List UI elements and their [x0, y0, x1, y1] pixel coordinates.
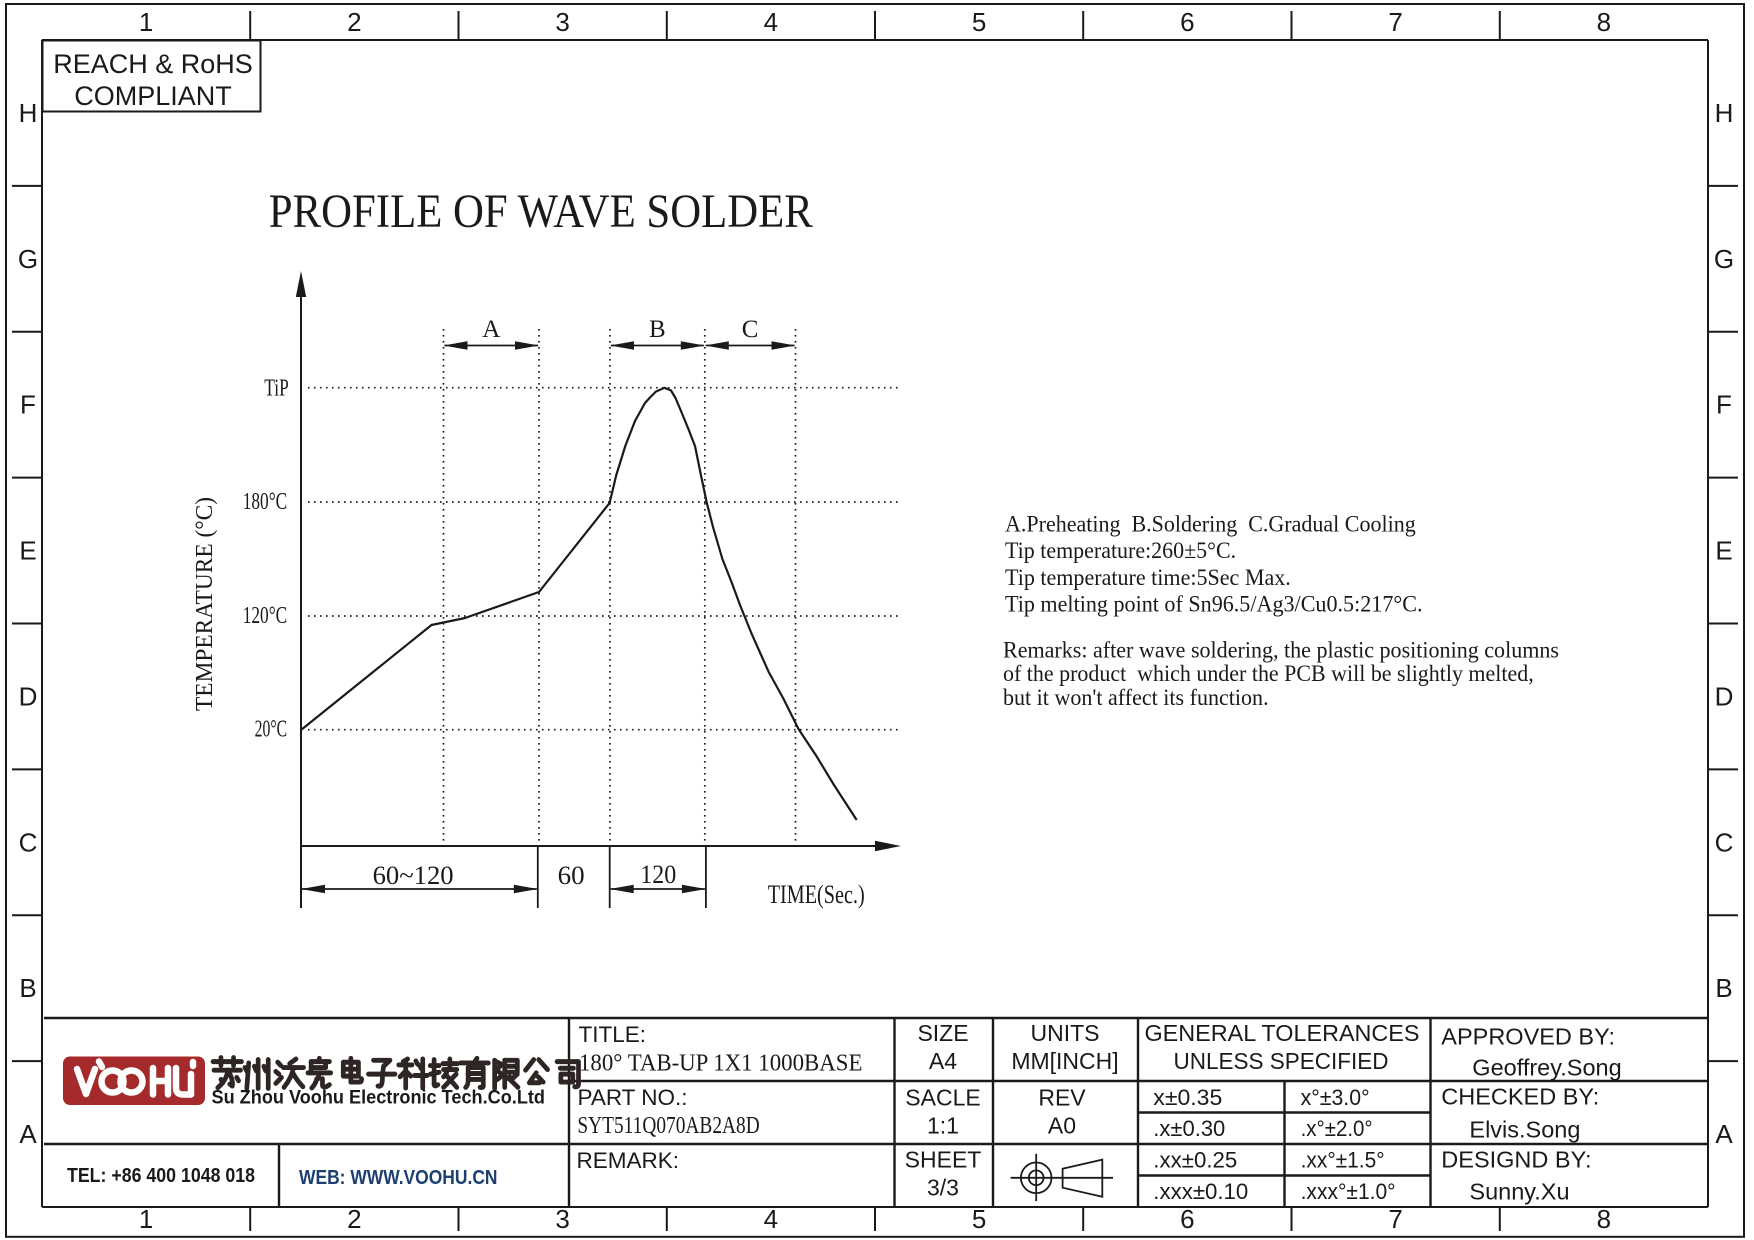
svg-text:F: F	[20, 390, 36, 420]
svg-text:SHEET: SHEET	[905, 1147, 982, 1173]
svg-text:REV: REV	[1038, 1085, 1086, 1111]
svg-text:D: D	[19, 681, 38, 711]
svg-text:TEL: +86 400 1048 018: TEL: +86 400 1048 018	[67, 1165, 255, 1187]
svg-text:A0: A0	[1048, 1113, 1076, 1139]
svg-text:Geoffrey.Song: Geoffrey.Song	[1472, 1055, 1621, 1081]
svg-text:A: A	[19, 1119, 37, 1149]
svg-text:Tip temperature time:5Sec Max.: Tip temperature time:5Sec Max.	[1005, 565, 1291, 591]
svg-text:TEMPERATURE (°C): TEMPERATURE (°C)	[192, 497, 218, 711]
svg-text:A4: A4	[929, 1048, 957, 1074]
svg-text:E: E	[1715, 536, 1732, 566]
svg-text:E: E	[19, 536, 36, 566]
svg-text:x°±3.0°: x°±3.0°	[1301, 1085, 1370, 1110]
svg-text:.xx±0.25: .xx±0.25	[1153, 1148, 1237, 1173]
svg-text:TIME(Sec.): TIME(Sec.)	[768, 880, 865, 909]
svg-text:8: 8	[1597, 7, 1611, 37]
svg-text:.xxx±0.10: .xxx±0.10	[1153, 1179, 1248, 1204]
svg-text:60: 60	[558, 861, 585, 890]
svg-text:.x°±2.0°: .x°±2.0°	[1301, 1116, 1373, 1141]
svg-text:REACH & RoHS: REACH & RoHS	[53, 49, 253, 79]
svg-text:120: 120	[640, 860, 676, 889]
svg-text:3: 3	[555, 7, 569, 37]
svg-text:UNLESS SPECIFIED: UNLESS SPECIFIED	[1174, 1048, 1389, 1074]
svg-text:TiP: TiP	[264, 376, 289, 402]
svg-text:8: 8	[1597, 1204, 1611, 1234]
svg-text:1: 1	[139, 7, 153, 37]
svg-text:D: D	[1715, 681, 1734, 711]
svg-text:.x±0.30: .x±0.30	[1153, 1116, 1225, 1141]
svg-text:PROFILE OF WAVE SOLDER: PROFILE OF WAVE SOLDER	[269, 185, 813, 238]
svg-text:4: 4	[764, 7, 778, 37]
svg-text:3: 3	[555, 1204, 569, 1234]
svg-text:A.Preheating B.Soldering C.G: A.Preheating B.Soldering C.Gradual Cooli…	[1005, 512, 1416, 538]
svg-text:Tip temperature:260±5°C.: Tip temperature:260±5°C.	[1005, 538, 1236, 564]
svg-text:5: 5	[972, 1204, 986, 1234]
svg-text:C: C	[742, 316, 759, 343]
svg-text:MM[INCH]: MM[INCH]	[1011, 1048, 1118, 1074]
svg-text:SIZE: SIZE	[917, 1020, 968, 1046]
svg-text:1:1: 1:1	[927, 1113, 959, 1139]
svg-text:6: 6	[1180, 1204, 1194, 1234]
svg-text:COMPLIANT: COMPLIANT	[74, 81, 232, 111]
svg-text:DESIGND BY:: DESIGND BY:	[1441, 1146, 1591, 1172]
svg-text:B: B	[1715, 973, 1732, 1003]
svg-text:Tip melting point of Sn96.5/Ag: Tip melting point of Sn96.5/Ag3/Cu0.5:21…	[1005, 591, 1423, 617]
svg-text:APPROVED BY:: APPROVED BY:	[1441, 1024, 1615, 1050]
svg-text:2: 2	[347, 1204, 361, 1234]
svg-text:TITLE:: TITLE:	[579, 1022, 647, 1047]
svg-text:3/3: 3/3	[927, 1175, 959, 1201]
svg-text:180°C: 180°C	[243, 489, 288, 515]
svg-text:.xx°±1.5°: .xx°±1.5°	[1301, 1148, 1385, 1173]
svg-text:B: B	[19, 973, 36, 1003]
svg-text:2: 2	[347, 7, 361, 37]
svg-text:of the product which under th: of the product which under the PCB will …	[1003, 661, 1534, 687]
svg-text:120°C: 120°C	[243, 603, 288, 629]
svg-text:SACLE: SACLE	[905, 1085, 980, 1111]
svg-text:Sunny.Xu: Sunny.Xu	[1469, 1178, 1569, 1204]
svg-text:B: B	[649, 316, 666, 343]
svg-text:PART NO.:: PART NO.:	[578, 1085, 688, 1110]
svg-text:5: 5	[972, 7, 986, 37]
svg-text:H: H	[1715, 98, 1734, 128]
svg-text:UNITS: UNITS	[1031, 1020, 1100, 1046]
svg-text:.xxx°±1.0°: .xxx°±1.0°	[1301, 1179, 1396, 1204]
svg-text:but it won't affect its functi: but it won't affect its function.	[1003, 685, 1269, 711]
svg-text:6: 6	[1180, 7, 1194, 37]
svg-text:x±0.35: x±0.35	[1153, 1085, 1222, 1110]
svg-text:G: G	[1714, 244, 1734, 274]
svg-text:WEB: WWW.VOOHU.CN: WEB: WWW.VOOHU.CN	[299, 1167, 498, 1189]
svg-text:7: 7	[1388, 7, 1402, 37]
svg-text:F: F	[1716, 390, 1732, 420]
svg-text:60~120: 60~120	[373, 861, 454, 890]
svg-text:1: 1	[139, 1204, 153, 1234]
svg-text:H: H	[19, 98, 38, 128]
svg-text:4: 4	[764, 1204, 778, 1234]
svg-text:C: C	[19, 827, 38, 857]
svg-text:REMARK:: REMARK:	[577, 1148, 680, 1173]
svg-text:C: C	[1715, 827, 1734, 857]
svg-text:A: A	[482, 316, 500, 343]
svg-text:SYT511Q070AB2A8D: SYT511Q070AB2A8D	[577, 1113, 759, 1139]
svg-text:7: 7	[1388, 1204, 1402, 1234]
svg-text:Remarks: after wave soldering,: Remarks: after wave soldering, the plast…	[1003, 638, 1559, 664]
svg-text:A: A	[1715, 1119, 1733, 1149]
svg-text:CHECKED BY:: CHECKED BY:	[1441, 1084, 1599, 1110]
svg-text:Elvis.Song: Elvis.Song	[1469, 1116, 1580, 1142]
svg-text:Su Zhou Voohu Electronic Tech.: Su Zhou Voohu Electronic Tech.Co.Ltd	[212, 1087, 546, 1109]
svg-text:G: G	[18, 244, 38, 274]
svg-text:20°C: 20°C	[255, 717, 288, 743]
svg-text:180° TAB-UP 1X1 1000BASE: 180° TAB-UP 1X1 1000BASE	[579, 1051, 862, 1077]
svg-text:GENERAL TOLERANCES: GENERAL TOLERANCES	[1145, 1020, 1420, 1046]
